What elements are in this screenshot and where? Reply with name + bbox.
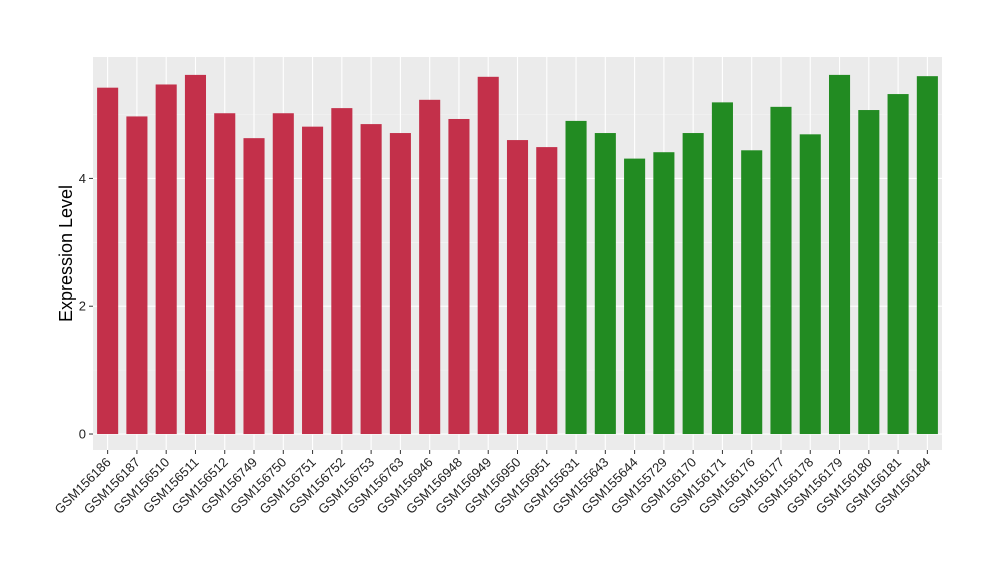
bar xyxy=(184,74,207,435)
bar xyxy=(858,110,880,435)
bar xyxy=(828,74,851,435)
bar xyxy=(419,99,441,435)
bar xyxy=(536,147,558,435)
bar xyxy=(331,108,353,435)
bar xyxy=(770,106,792,435)
bar xyxy=(653,152,675,435)
bar xyxy=(214,113,236,435)
bar xyxy=(97,87,119,435)
bar xyxy=(887,94,909,435)
y-axis: 0 2 4 xyxy=(79,171,93,442)
bar xyxy=(126,116,148,435)
bar xyxy=(594,133,616,435)
bar xyxy=(448,118,470,435)
bar xyxy=(360,124,382,435)
bar xyxy=(302,126,324,435)
bar xyxy=(272,113,294,435)
bar xyxy=(506,140,529,435)
bar xyxy=(389,133,411,435)
bar xyxy=(682,133,704,435)
bar xyxy=(565,120,587,435)
bar xyxy=(916,76,938,435)
bars xyxy=(97,74,938,435)
bar xyxy=(624,158,646,435)
bar xyxy=(477,76,499,435)
y-tick-label: 0 xyxy=(79,427,86,442)
y-axis-title: Expression Level xyxy=(56,185,76,322)
bar xyxy=(799,134,821,435)
bar xyxy=(741,150,763,435)
y-tick-label: 2 xyxy=(79,299,86,314)
x-axis: GSM156186GSM156187GSM156510GSM156511GSM1… xyxy=(52,450,933,517)
bar xyxy=(711,102,733,435)
bar xyxy=(243,138,265,435)
y-tick-label: 4 xyxy=(79,171,86,186)
bar xyxy=(155,84,177,435)
